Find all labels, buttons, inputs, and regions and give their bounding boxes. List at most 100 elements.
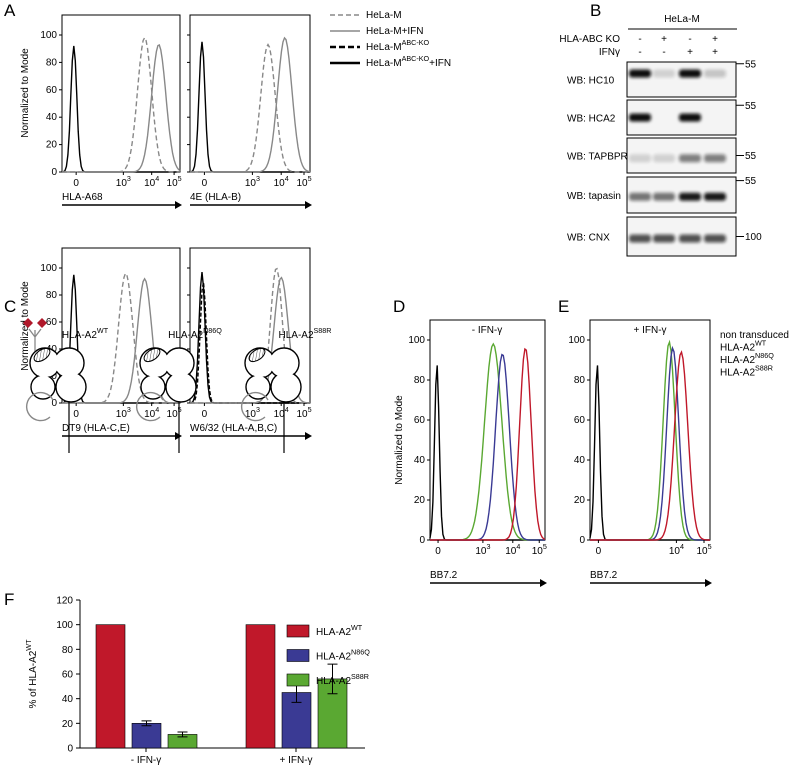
x-axis-label: BB7.2 xyxy=(590,570,618,581)
panel-title: + IFN-γ xyxy=(633,325,666,336)
y-tick-label: 80 xyxy=(62,645,74,656)
legend-label: HLA-A2N86Q xyxy=(720,351,774,366)
legend-swatch xyxy=(286,624,310,638)
error-bar-line xyxy=(141,720,152,727)
x-axis-label: HLA-A68 xyxy=(62,192,103,203)
y-axis-label: Normalized to Mode xyxy=(20,281,31,371)
x-tick-label-sup: 5 xyxy=(708,542,712,551)
y-tick-label: 60 xyxy=(46,85,58,96)
construct-label-sup: S88R xyxy=(314,326,332,335)
legend-label-sup: S88R xyxy=(351,672,369,681)
legend-label-main: HLA-A2 xyxy=(720,355,755,366)
x-tick-label: 103 xyxy=(245,405,260,420)
x-axis-label: W6/32 (HLA-A,B,C) xyxy=(190,423,277,434)
blot-label: WB: HCA2 xyxy=(567,114,616,125)
beta2m xyxy=(135,391,164,422)
histogram-curve xyxy=(590,345,710,541)
domain-fill xyxy=(31,375,55,399)
glycan xyxy=(37,318,47,328)
legend-label: HeLa-MABC-KO+IFN xyxy=(366,54,451,69)
x-arrow-head xyxy=(175,201,182,209)
marker-label: 55 xyxy=(745,101,757,112)
x-tick-label-main: 10 xyxy=(144,178,156,189)
x-tick-label-main: 10 xyxy=(274,409,286,420)
blot-band xyxy=(653,69,675,78)
blot-band xyxy=(704,234,726,243)
histogram-curve xyxy=(430,347,546,541)
y-tick-label: 0 xyxy=(579,535,585,546)
y-axis-label-sup: WT xyxy=(24,639,33,651)
x-tick-label-main: 10 xyxy=(245,409,257,420)
domain-fill xyxy=(246,375,270,399)
domain-fill xyxy=(54,348,84,378)
x-tick-label-sup: 5 xyxy=(308,174,312,183)
x-tick-label: 104 xyxy=(505,542,520,557)
blot-label: WB: CNX xyxy=(567,233,610,244)
x-tick-label-sup: 4 xyxy=(285,174,289,183)
marker-label: 100 xyxy=(745,232,762,243)
x-tick-label-sup: 3 xyxy=(256,405,260,414)
legend-label-after: +IFN xyxy=(429,58,451,69)
blot-band xyxy=(653,154,675,163)
construct-label: HLA-A2N86Q xyxy=(168,326,222,341)
x-tick-label: 0 xyxy=(73,409,79,420)
x-tick-label-main: 10 xyxy=(696,546,708,557)
legend-label: HLA-A2S88R xyxy=(316,672,369,687)
blot-band xyxy=(679,234,701,243)
x-tick-label-sup: 5 xyxy=(308,405,312,414)
histogram-curve xyxy=(189,41,310,173)
blot-label: WB: TAPBPR xyxy=(567,152,628,163)
x-tick-label: 103 xyxy=(116,405,131,420)
x-tick-label-main: 0 xyxy=(73,409,79,420)
legend-label-main: HLA-A2 xyxy=(720,368,755,379)
legend-swatch xyxy=(286,649,310,662)
y-tick-label: 0 xyxy=(51,398,57,409)
histogram-curve xyxy=(590,350,710,541)
x-arrow-head xyxy=(305,432,312,440)
condition-sign: - xyxy=(638,47,641,58)
x-tick-label-sup: 5 xyxy=(178,405,182,414)
x-tick-label: 104 xyxy=(669,542,684,557)
y-tick-label: 100 xyxy=(568,335,585,346)
condition-sign: + xyxy=(712,47,718,58)
x-tick-label-sup: 3 xyxy=(256,174,260,183)
y-tick-label: 0 xyxy=(67,744,73,755)
x-tick-label: 103 xyxy=(245,174,260,189)
legend-label: HLA-A2WT xyxy=(316,623,363,638)
y-tick-label: 100 xyxy=(408,335,425,346)
panel-label: D xyxy=(393,297,405,316)
error-bar-line xyxy=(327,663,338,695)
x-tick-label-main: 10 xyxy=(475,546,487,557)
glycan xyxy=(23,318,33,328)
x-tick-label-sup: 3 xyxy=(486,542,490,551)
domain-fill xyxy=(56,372,86,402)
legend-label-main: HeLa-M+IFN xyxy=(366,26,424,37)
error-bar xyxy=(177,731,188,738)
marker-label: 55 xyxy=(745,151,757,162)
x-tick-label: - IFN-γ xyxy=(131,755,162,766)
x-tick-label: 105 xyxy=(296,405,311,420)
x-tick-label-main: 10 xyxy=(144,409,156,420)
domain-fill xyxy=(166,372,196,402)
blot-band xyxy=(629,234,651,243)
x-tick-label-sup: 5 xyxy=(178,174,182,183)
y-axis-label: % of HLA-A2WT xyxy=(24,639,39,709)
x-tick-label: 105 xyxy=(296,174,311,189)
marker-label: 55 xyxy=(745,176,757,187)
y-tick-label: 40 xyxy=(414,455,426,466)
x-arrow-head xyxy=(540,579,547,587)
legend-label-main: HeLa-M xyxy=(366,10,402,21)
legend-label: HeLa-M xyxy=(366,10,402,21)
blot-band xyxy=(679,192,701,201)
group-label: HeLa-M xyxy=(664,14,700,25)
beta2m xyxy=(25,391,54,422)
legend-label-main: HLA-A2 xyxy=(316,652,351,663)
y-tick-label: 20 xyxy=(574,495,586,506)
legend-label-main: HeLa-M xyxy=(366,42,402,53)
construct-label-sup: N86Q xyxy=(203,326,222,335)
x-tick-label-sup: 4 xyxy=(680,542,684,551)
y-tick-label: 20 xyxy=(414,495,426,506)
domain-fill xyxy=(269,348,299,378)
condition-label: IFNγ xyxy=(599,47,620,58)
legend-label: HLA-A2N86Q xyxy=(316,648,370,663)
